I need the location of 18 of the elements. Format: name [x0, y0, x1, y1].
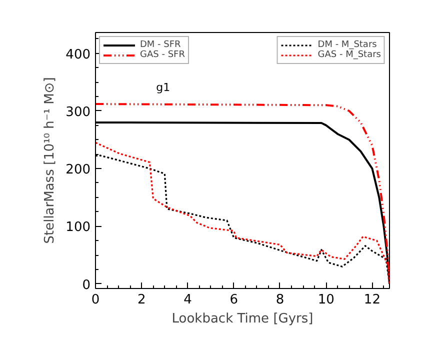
x-tick-label: 12 — [364, 292, 380, 308]
x-axis-title: Lookback Time [Gyrs] — [172, 312, 314, 326]
x-tick-label: 2 — [137, 292, 146, 308]
legend-label: GAS - M_Stars — [318, 50, 381, 60]
legend-label: DM - M_Stars — [318, 40, 377, 50]
y-tick-label: 100 — [66, 220, 91, 236]
x-tick-label: 10 — [318, 292, 334, 308]
y-axis-title: StellarMass [10¹⁰ h⁻¹ M⊙] — [42, 77, 58, 244]
y-tick-label: 0 — [82, 278, 91, 293]
legend-label: DM - SFR — [140, 40, 181, 50]
annotation: g1 — [156, 81, 170, 94]
legend-label: GAS - SFR — [140, 50, 185, 60]
x-tick-label: 6 — [230, 292, 238, 308]
y-tick-label: 400 — [66, 47, 91, 62]
y-tick-label: 200 — [66, 162, 91, 178]
x-tick-label: 4 — [184, 292, 192, 308]
y-tick-label: 300 — [66, 104, 91, 120]
x-tick-label: 8 — [276, 292, 284, 308]
